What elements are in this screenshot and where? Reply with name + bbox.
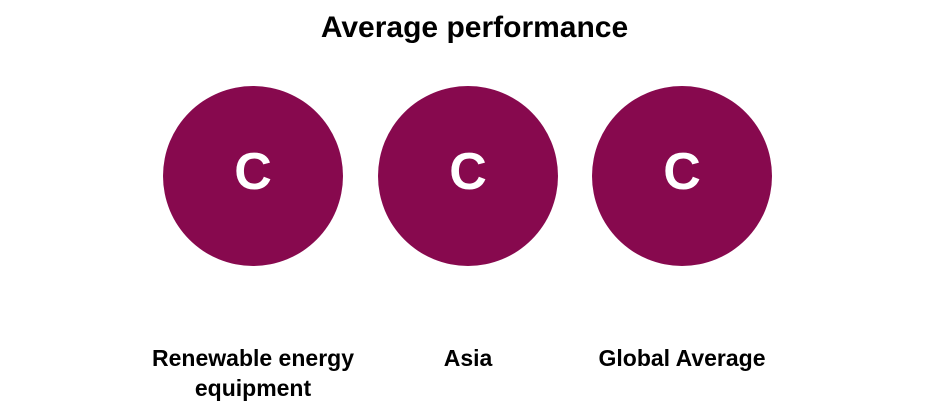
grade-letter: C (234, 143, 272, 201)
figure-title: Average performance (320, 11, 629, 44)
grade-letter: C (663, 143, 701, 201)
grade-circle: C (592, 86, 772, 266)
grade-label: Global Average (598, 345, 766, 371)
grade-item-renewable-energy-equipment: C Renewable energy equipment (133, 86, 373, 403)
grade-letter: C (449, 143, 487, 201)
grade-item-global-average: C Global Average (562, 86, 802, 373)
grade-circle: C (163, 86, 343, 266)
grade-item-asia: C Asia (348, 86, 588, 373)
grade-label: Renewable energy equipment (152, 345, 354, 401)
grade-circle: C (378, 86, 558, 266)
grade-label: Asia (443, 345, 493, 371)
